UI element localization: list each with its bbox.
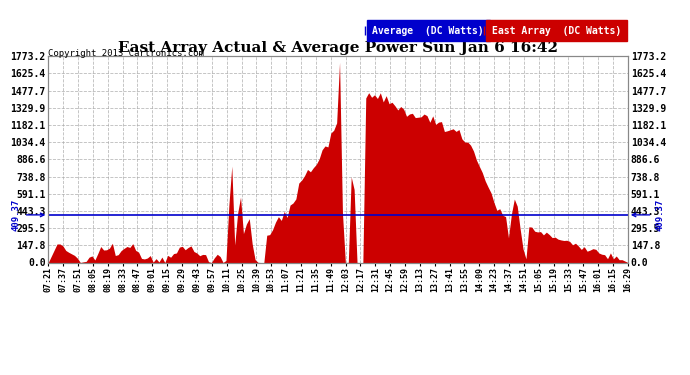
Text: 409.37: 409.37 [632,199,664,231]
Legend: Average  (DC Watts), East Array  (DC Watts): Average (DC Watts), East Array (DC Watts… [363,24,623,38]
Text: Copyright 2013 Cartronics.com: Copyright 2013 Cartronics.com [48,49,204,58]
Text: 409.37: 409.37 [12,199,44,231]
Title: East Array Actual & Average Power Sun Jan 6 16:42: East Array Actual & Average Power Sun Ja… [118,41,558,55]
